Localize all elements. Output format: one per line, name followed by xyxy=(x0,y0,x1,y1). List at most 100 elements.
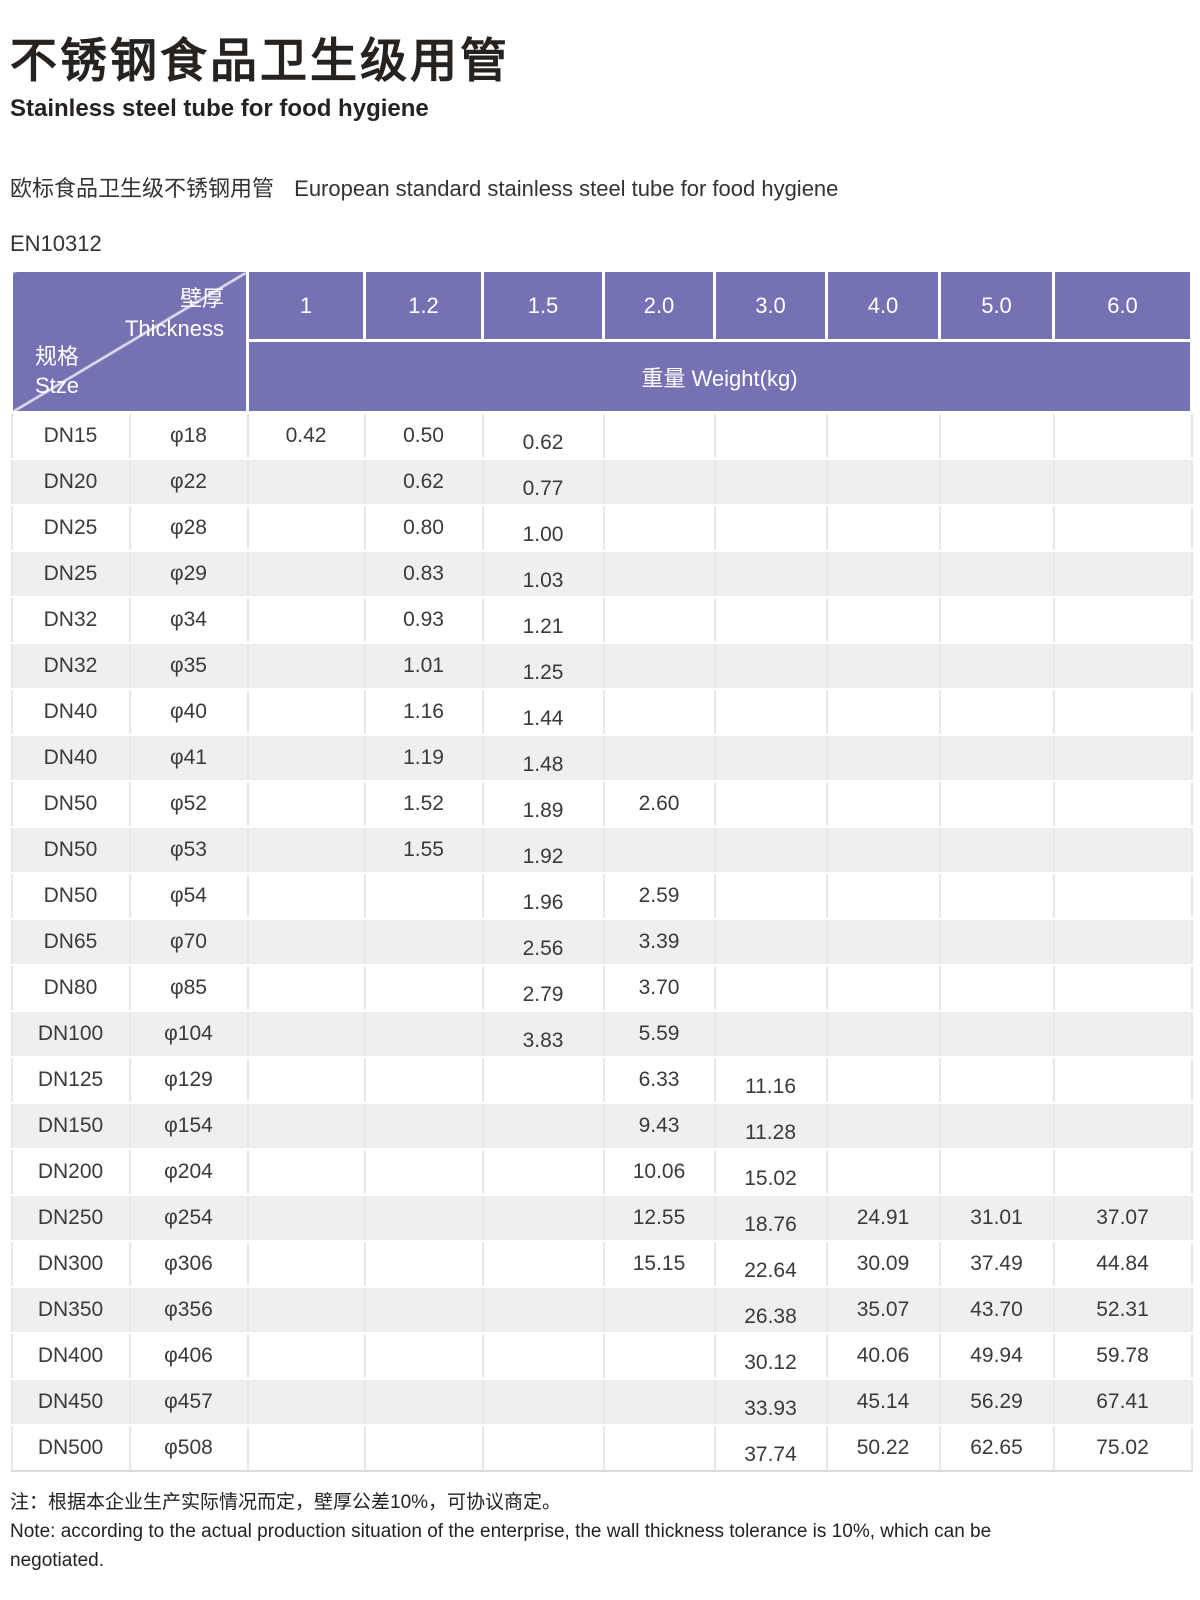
weight-cell xyxy=(603,596,716,644)
weight-cell: 67.41 xyxy=(1053,1378,1193,1426)
size-cell: DN400 xyxy=(10,1332,131,1380)
weight-cell xyxy=(247,596,366,644)
weight-cell xyxy=(826,412,941,460)
weight-cell: 0.93 xyxy=(364,596,484,644)
diameter-cell: φ254 xyxy=(129,1194,249,1242)
weight-cell: 1.25 xyxy=(482,642,605,690)
weight-cell xyxy=(939,550,1055,598)
thickness-column-header: 6.0 xyxy=(1052,269,1193,342)
weight-cell: 1.16 xyxy=(364,688,484,736)
table-row: DN300 φ306 15.15 22.64 30.09 37.49 44.84 xyxy=(10,1240,1193,1288)
weight-cell xyxy=(714,780,828,828)
weight-cell: 49.94 xyxy=(939,1332,1055,1380)
weight-cell xyxy=(603,734,716,782)
weight-cell: 3.83 xyxy=(482,1010,605,1058)
weight-cell xyxy=(247,504,366,552)
weight-cell xyxy=(603,1332,716,1380)
weight-cell xyxy=(939,918,1055,966)
table-row: DN200 φ204 10.06 15.02 xyxy=(10,1148,1193,1196)
weight-cell xyxy=(482,1148,605,1196)
weight-cell xyxy=(247,1148,366,1196)
corner-thickness-label: 壁厚 Thickness xyxy=(124,286,224,341)
weight-cell: 59.78 xyxy=(1053,1332,1193,1380)
weight-cell xyxy=(603,412,716,460)
weight-cell: 26.38 xyxy=(714,1286,828,1334)
diameter-cell: φ306 xyxy=(129,1240,249,1288)
weight-cell: 2.60 xyxy=(603,780,716,828)
weight-cell: 62.65 xyxy=(939,1424,1055,1472)
weight-cell xyxy=(247,734,366,782)
weight-cell: 1.19 xyxy=(364,734,484,782)
weight-cell xyxy=(603,642,716,690)
table-row: DN450 φ457 33.93 45.14 56.29 67.41 xyxy=(10,1378,1193,1426)
weight-cell xyxy=(714,596,828,644)
weight-cell xyxy=(1053,412,1193,460)
size-cell: DN65 xyxy=(10,918,131,966)
weight-cell xyxy=(482,1332,605,1380)
weight-cell xyxy=(826,872,941,920)
thickness-column-header: 5.0 xyxy=(938,269,1055,342)
size-cell: DN100 xyxy=(10,1010,131,1058)
table-row: DN100 φ104 3.83 5.59 xyxy=(10,1010,1193,1058)
weight-cell: 24.91 xyxy=(826,1194,941,1242)
weight-cell xyxy=(247,872,366,920)
weight-cell xyxy=(1053,1010,1193,1058)
weight-cell xyxy=(364,1378,484,1426)
table-row: DN40 φ40 1.16 1.44 xyxy=(10,688,1193,736)
standard-code: EN10312 xyxy=(10,231,102,256)
weight-cell xyxy=(482,1378,605,1426)
weight-cell xyxy=(482,1240,605,1288)
weight-cell: 1.00 xyxy=(482,504,605,552)
weight-cell xyxy=(826,918,941,966)
table-row: DN80 φ85 2.79 3.70 xyxy=(10,964,1193,1012)
size-cell: DN50 xyxy=(10,872,131,920)
table-row: DN50 φ52 1.52 1.89 2.60 xyxy=(10,780,1193,828)
size-cell: DN125 xyxy=(10,1056,131,1104)
weight-cell xyxy=(939,872,1055,920)
weight-cell xyxy=(939,642,1055,690)
weight-cell xyxy=(826,1102,941,1150)
weight-cell: 1.96 xyxy=(482,872,605,920)
diameter-cell: φ85 xyxy=(129,964,249,1012)
table-row: DN20 φ22 0.62 0.77 xyxy=(10,458,1193,506)
weight-cell: 18.76 xyxy=(714,1194,828,1242)
weight-cell xyxy=(826,550,941,598)
table-row: DN150 φ154 9.43 11.28 xyxy=(10,1102,1193,1150)
weight-cell xyxy=(1053,642,1193,690)
weight-cell xyxy=(826,688,941,736)
weight-cell xyxy=(603,458,716,506)
weight-cell xyxy=(482,1424,605,1472)
diameter-cell: φ35 xyxy=(129,642,249,690)
table-row: DN32 φ34 0.93 1.21 xyxy=(10,596,1193,644)
weight-cell xyxy=(939,1148,1055,1196)
diameter-cell: φ29 xyxy=(129,550,249,598)
weight-cell xyxy=(603,1378,716,1426)
thickness-column-header: 2.0 xyxy=(602,269,716,342)
weight-cell xyxy=(364,872,484,920)
size-cell: DN300 xyxy=(10,1240,131,1288)
table-row: DN65 φ70 2.56 3.39 xyxy=(10,918,1193,966)
subtitle-zh: 欧标食品卫生级不锈钢用管 xyxy=(10,176,275,201)
size-cell: DN450 xyxy=(10,1378,131,1426)
table-row: DN350 φ356 26.38 35.07 43.70 52.31 xyxy=(10,1286,1193,1334)
thickness-column-header: 1 xyxy=(246,269,366,342)
weight-cell: 10.06 xyxy=(603,1148,716,1196)
weight-cell xyxy=(364,1194,484,1242)
thickness-column-header: 1.2 xyxy=(363,269,484,342)
weight-cell: 1.01 xyxy=(364,642,484,690)
weight-cell: 52.31 xyxy=(1053,1286,1193,1334)
weight-cell: 37.07 xyxy=(1053,1194,1193,1242)
diameter-cell: φ204 xyxy=(129,1148,249,1196)
weight-cell: 15.15 xyxy=(603,1240,716,1288)
weight-cell xyxy=(826,1148,941,1196)
weight-cell xyxy=(939,964,1055,1012)
weight-cell xyxy=(826,596,941,644)
size-cell: DN40 xyxy=(10,734,131,782)
weight-cell xyxy=(714,504,828,552)
weight-cell: 1.21 xyxy=(482,596,605,644)
size-cell: DN250 xyxy=(10,1194,131,1242)
weight-cell: 56.29 xyxy=(939,1378,1055,1426)
weight-cell xyxy=(939,1102,1055,1150)
subtitle-line: 欧标食品卫生级不锈钢用管 European standard stainless… xyxy=(10,171,1190,203)
